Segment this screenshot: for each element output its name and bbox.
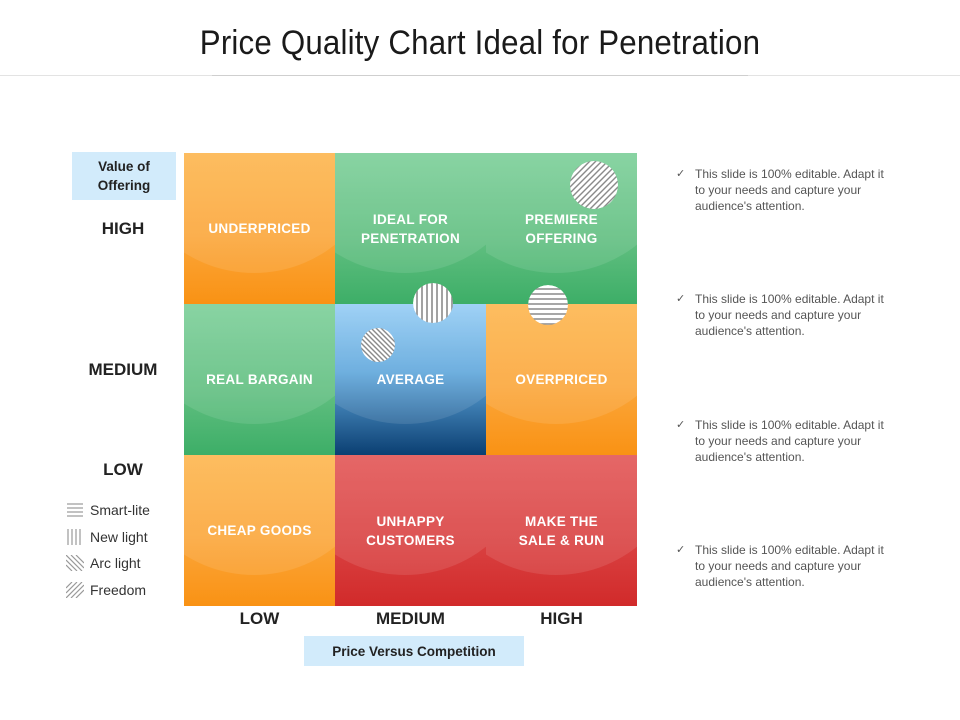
y-level-medium: MEDIUM bbox=[88, 360, 158, 379]
freedom-marker-icon bbox=[570, 161, 618, 209]
cell-real-bargain: REAL BARGAIN bbox=[184, 304, 335, 455]
cell-ideal-for-penetration: IDEAL FOR PENETRATION bbox=[335, 153, 486, 304]
note-item: ✓ This slide is 100% editable. Adapt it … bbox=[676, 417, 896, 465]
horizontal-lines-icon bbox=[67, 503, 83, 517]
smart-lite-marker-icon bbox=[528, 285, 568, 325]
cell-label: UNHAPPY CUSTOMERS bbox=[366, 513, 455, 548]
checkmark-icon: ✓ bbox=[676, 419, 686, 431]
checkmark-icon: ✓ bbox=[676, 544, 686, 556]
cell-label: PREMIERE OFFERING bbox=[525, 211, 598, 246]
checkmark-icon: ✓ bbox=[676, 168, 686, 180]
legend-label: Arc light bbox=[90, 555, 141, 572]
note-item: ✓ This slide is 100% editable. Adapt it … bbox=[676, 291, 896, 339]
note-item: ✓ This slide is 100% editable. Adapt it … bbox=[676, 542, 896, 590]
x-level-high: HIGH bbox=[540, 609, 583, 628]
y-level-low: LOW bbox=[103, 460, 143, 479]
note-item: ✓ This slide is 100% editable. Adapt it … bbox=[676, 166, 896, 214]
page-title: Price Quality Chart Ideal for Penetratio… bbox=[199, 24, 761, 62]
y-level-high: HIGH bbox=[101, 219, 145, 238]
legend-item: Arc light bbox=[66, 550, 150, 577]
note-text: This slide is 100% editable. Adapt it to… bbox=[695, 418, 884, 464]
checkmark-icon: ✓ bbox=[676, 293, 686, 305]
diagonal-lines-up-icon bbox=[66, 581, 84, 598]
cell-label: AVERAGE bbox=[376, 372, 445, 387]
cell-label: REAL BARGAIN bbox=[206, 372, 313, 387]
cell-label: OVERPRICED bbox=[515, 372, 608, 387]
cell-overpriced: OVERPRICED bbox=[486, 304, 637, 455]
legend-label: Freedom bbox=[90, 581, 147, 598]
cell-unhappy-customers: UNHAPPY CUSTOMERS bbox=[335, 455, 486, 606]
note-text: This slide is 100% editable. Adapt it to… bbox=[695, 292, 884, 338]
cell-label: IDEAL FOR PENETRATION bbox=[360, 211, 461, 246]
legend-item: New light bbox=[66, 524, 150, 551]
legend-item: Smart-lite bbox=[66, 497, 150, 524]
legend-label: New light bbox=[90, 528, 148, 545]
note-text: This slide is 100% editable. Adapt it to… bbox=[695, 543, 884, 589]
cell-make-the-sale-and-run: MAKE THE SALE & RUN bbox=[486, 455, 637, 606]
title-underline bbox=[212, 75, 748, 76]
arc-light-marker-icon bbox=[361, 328, 395, 362]
cell-label: UNDERPRICED bbox=[208, 221, 311, 236]
x-level-low: LOW bbox=[239, 609, 280, 628]
vertical-lines-icon bbox=[67, 528, 81, 545]
legend: Smart-lite New light Arc light bbox=[66, 497, 150, 603]
cell-label: MAKE THE SALE & RUN bbox=[518, 513, 605, 548]
note-text: This slide is 100% editable. Adapt it to… bbox=[695, 167, 884, 213]
cell-underpriced: UNDERPRICED bbox=[184, 153, 335, 304]
cell-label: CHEAP GOODS bbox=[207, 523, 312, 538]
price-quality-matrix: UNDERPRICED IDEAL FOR PENETRATION PREMIE… bbox=[184, 153, 637, 606]
y-axis-title: Value of Offering bbox=[72, 152, 176, 200]
new-light-marker-icon bbox=[413, 283, 453, 323]
diagonal-lines-down-icon bbox=[66, 555, 84, 572]
x-level-medium: MEDIUM bbox=[376, 609, 445, 628]
cell-cheap-goods: CHEAP GOODS bbox=[184, 455, 335, 606]
cell-average: AVERAGE bbox=[335, 304, 486, 455]
legend-item: Freedom bbox=[66, 577, 150, 604]
legend-label: Smart-lite bbox=[90, 502, 150, 519]
x-axis-title: Price Versus Competition bbox=[304, 636, 524, 666]
